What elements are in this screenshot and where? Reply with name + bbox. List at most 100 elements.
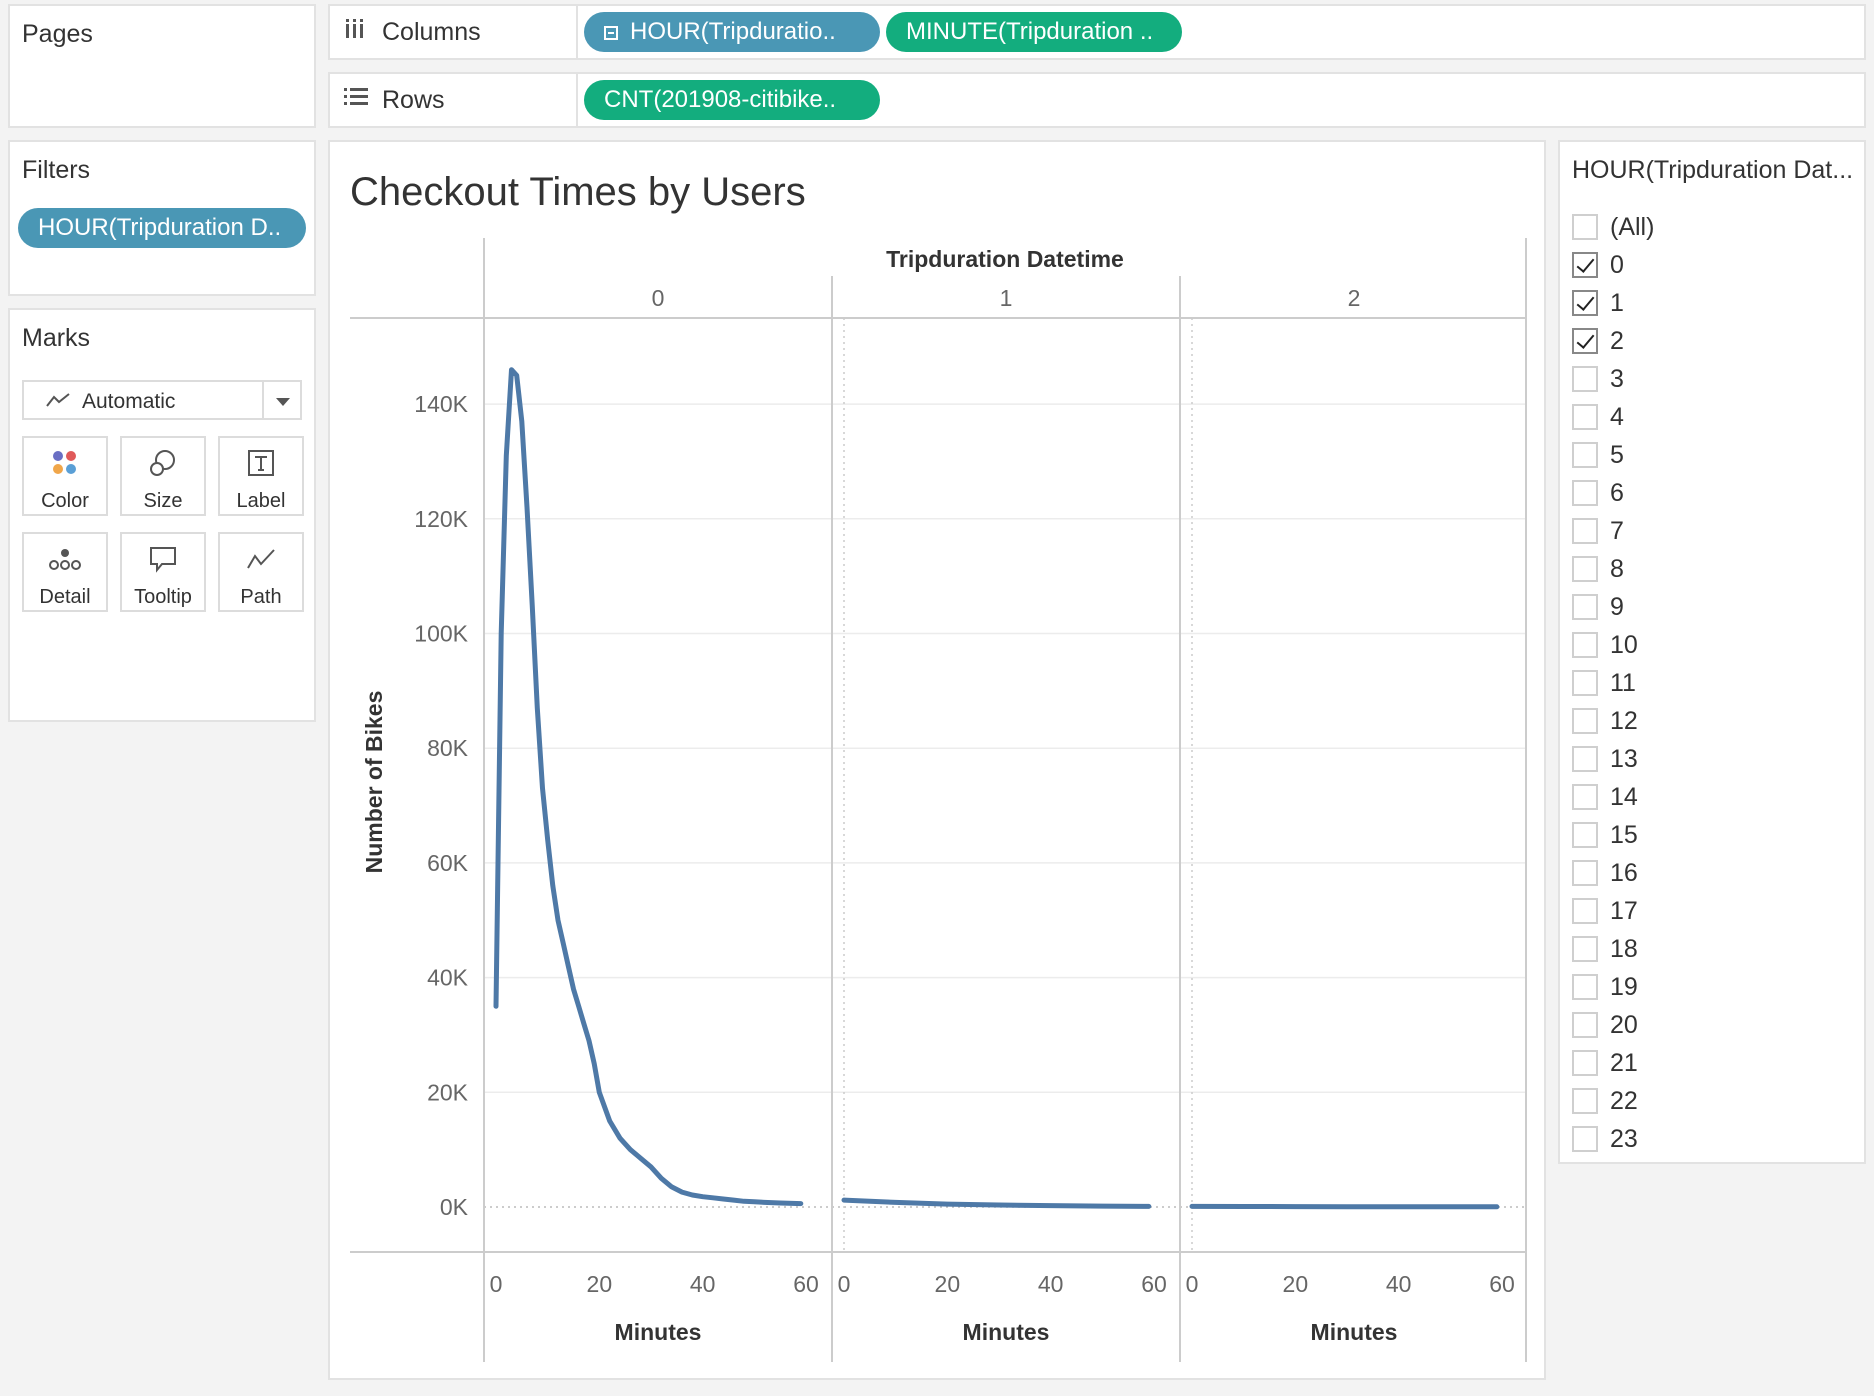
line-chart[interactable]: 0K 20K 40K 60K 80K 100K 120K 140K Tripduration D… [330,142,1544,1378]
rows-icon [344,86,370,114]
color-button[interactable]: Color [22,436,108,516]
filter-item-18[interactable]: 17 [1572,896,1638,926]
pane-header-label: 2 [1348,285,1361,311]
columns-shelf-label: Columns [330,6,578,58]
chevron-down-icon[interactable] [276,398,290,406]
checkbox[interactable] [1572,1050,1598,1076]
filter-item-14[interactable]: 13 [1572,744,1638,774]
y-axis-title: Number of Bikes [361,691,387,874]
pages-card[interactable]: Pages [8,4,316,128]
checkbox[interactable] [1572,442,1598,468]
filter-item-label: 5 [1610,440,1624,469]
checkbox[interactable] [1572,784,1598,810]
checkbox[interactable] [1572,404,1598,430]
line-mark-icon [46,393,70,407]
checkbox[interactable] [1572,898,1598,924]
checkbox-checked[interactable] [1572,328,1598,354]
filter-item-11[interactable]: 10 [1572,630,1638,660]
checkbox[interactable] [1572,594,1598,620]
filter-item-21[interactable]: 20 [1572,1010,1638,1040]
rows-shelf[interactable]: Rows CNT(201908-citibike.. [328,72,1866,128]
filter-item-1[interactable]: 0 [1572,250,1624,280]
columns-shelf[interactable]: Columns HOUR(Tripduratio.. MINUTE(Tripdu… [328,4,1866,60]
filter-item-24[interactable]: 23 [1572,1124,1638,1154]
tooltip-button[interactable]: Tooltip [120,532,206,612]
checkbox-checked[interactable] [1572,290,1598,316]
series-line-pane-0[interactable] [493,367,804,1207]
checkbox[interactable] [1572,480,1598,506]
columns-icon [344,18,370,47]
filter-item-7[interactable]: 6 [1572,478,1624,508]
filter-item-label: 19 [1610,972,1638,1001]
filter-item-19[interactable]: 18 [1572,934,1638,964]
checkbox[interactable] [1572,556,1598,582]
x-axis-title: Minutes [963,1319,1050,1345]
checkbox[interactable] [1572,974,1598,1000]
filter-item-5[interactable]: 4 [1572,402,1624,432]
path-icon [247,549,275,569]
filter-item-22[interactable]: 21 [1572,1048,1638,1078]
filters-card[interactable]: Filters HOUR(Tripduration D.. [8,140,316,296]
detail-icon [49,549,81,570]
filter-item-9[interactable]: 8 [1572,554,1624,584]
series-lines[interactable] [493,367,1500,1210]
filter-pill-hour[interactable]: HOUR(Tripduration D.. [18,208,306,248]
filter-item-0[interactable]: (All) [1572,212,1654,242]
mark-type-dropdown[interactable]: Automatic [22,380,302,420]
filter-item-label: 0 [1610,250,1624,279]
filter-item-12[interactable]: 11 [1572,668,1636,698]
axis-labels: 0K 20K 40K 60K 80K 100K 120K 140K Tripduration D… [361,246,1515,1345]
checkbox[interactable] [1572,746,1598,772]
path-button[interactable]: Path [218,532,304,612]
filter-item-label: 16 [1610,858,1638,887]
checkbox[interactable] [1572,708,1598,734]
filter-item-15[interactable]: 14 [1572,782,1638,812]
columns-label: Columns [382,17,481,46]
checkbox[interactable] [1572,1088,1598,1114]
filter-item-17[interactable]: 16 [1572,858,1638,888]
filter-item-23[interactable]: 22 [1572,1086,1638,1116]
size-button[interactable]: Size [120,436,206,516]
filter-item-3[interactable]: 2 [1572,326,1624,356]
checkbox[interactable] [1572,670,1598,696]
checkbox[interactable] [1572,366,1598,392]
filter-item-8[interactable]: 7 [1572,516,1624,546]
x-tick-label: 0 [1186,1271,1199,1297]
checkbox[interactable] [1572,822,1598,848]
color-button-label: Color [41,490,89,512]
checkbox[interactable] [1572,518,1598,544]
columns-pill-hour[interactable]: HOUR(Tripduratio.. [584,12,880,52]
series-line-pane-1[interactable] [841,1197,1152,1209]
marks-title: Marks [22,324,91,352]
y-tick-label: 0K [440,1194,469,1220]
filter-item-6[interactable]: 5 [1572,440,1624,470]
filter-item-label: 14 [1610,782,1638,811]
checkbox[interactable] [1572,214,1598,240]
label-button-label: Label [236,490,286,512]
filter-item-16[interactable]: 15 [1572,820,1638,850]
rows-pill-count[interactable]: CNT(201908-citibike.. [584,80,880,120]
filter-item-10[interactable]: 9 [1572,592,1624,622]
filter-item-4[interactable]: 3 [1572,364,1624,394]
filter-item-2[interactable]: 1 [1572,288,1624,318]
filter-item-20[interactable]: 19 [1572,972,1638,1002]
collapse-icon[interactable] [604,26,618,40]
checkbox[interactable] [1572,1126,1598,1152]
checkbox[interactable] [1572,936,1598,962]
checkbox[interactable] [1572,632,1598,658]
columns-pill-minute[interactable]: MINUTE(Tripduration .. [886,12,1182,52]
checkbox[interactable] [1572,1012,1598,1038]
path-button-label: Path [240,586,282,608]
filter-item-label: 1 [1610,288,1624,317]
hour-filter-card: HOUR(Tripduration Dat... (All) 0 1 2 3 4 5 6 7 8 9… [1558,140,1866,1164]
checkbox-checked[interactable] [1572,252,1598,278]
pane-frames [350,238,1527,1362]
y-tick-label: 60K [427,850,469,876]
pane-header-label: 0 [652,285,665,311]
filter-item-label: 20 [1610,1010,1638,1039]
checkbox[interactable] [1572,860,1598,886]
label-button[interactable]: Label [218,436,304,516]
filter-item-13[interactable]: 12 [1572,706,1638,736]
hour-filter-title: HOUR(Tripduration Dat... [1572,156,1854,184]
detail-button[interactable]: Detail [22,532,108,612]
